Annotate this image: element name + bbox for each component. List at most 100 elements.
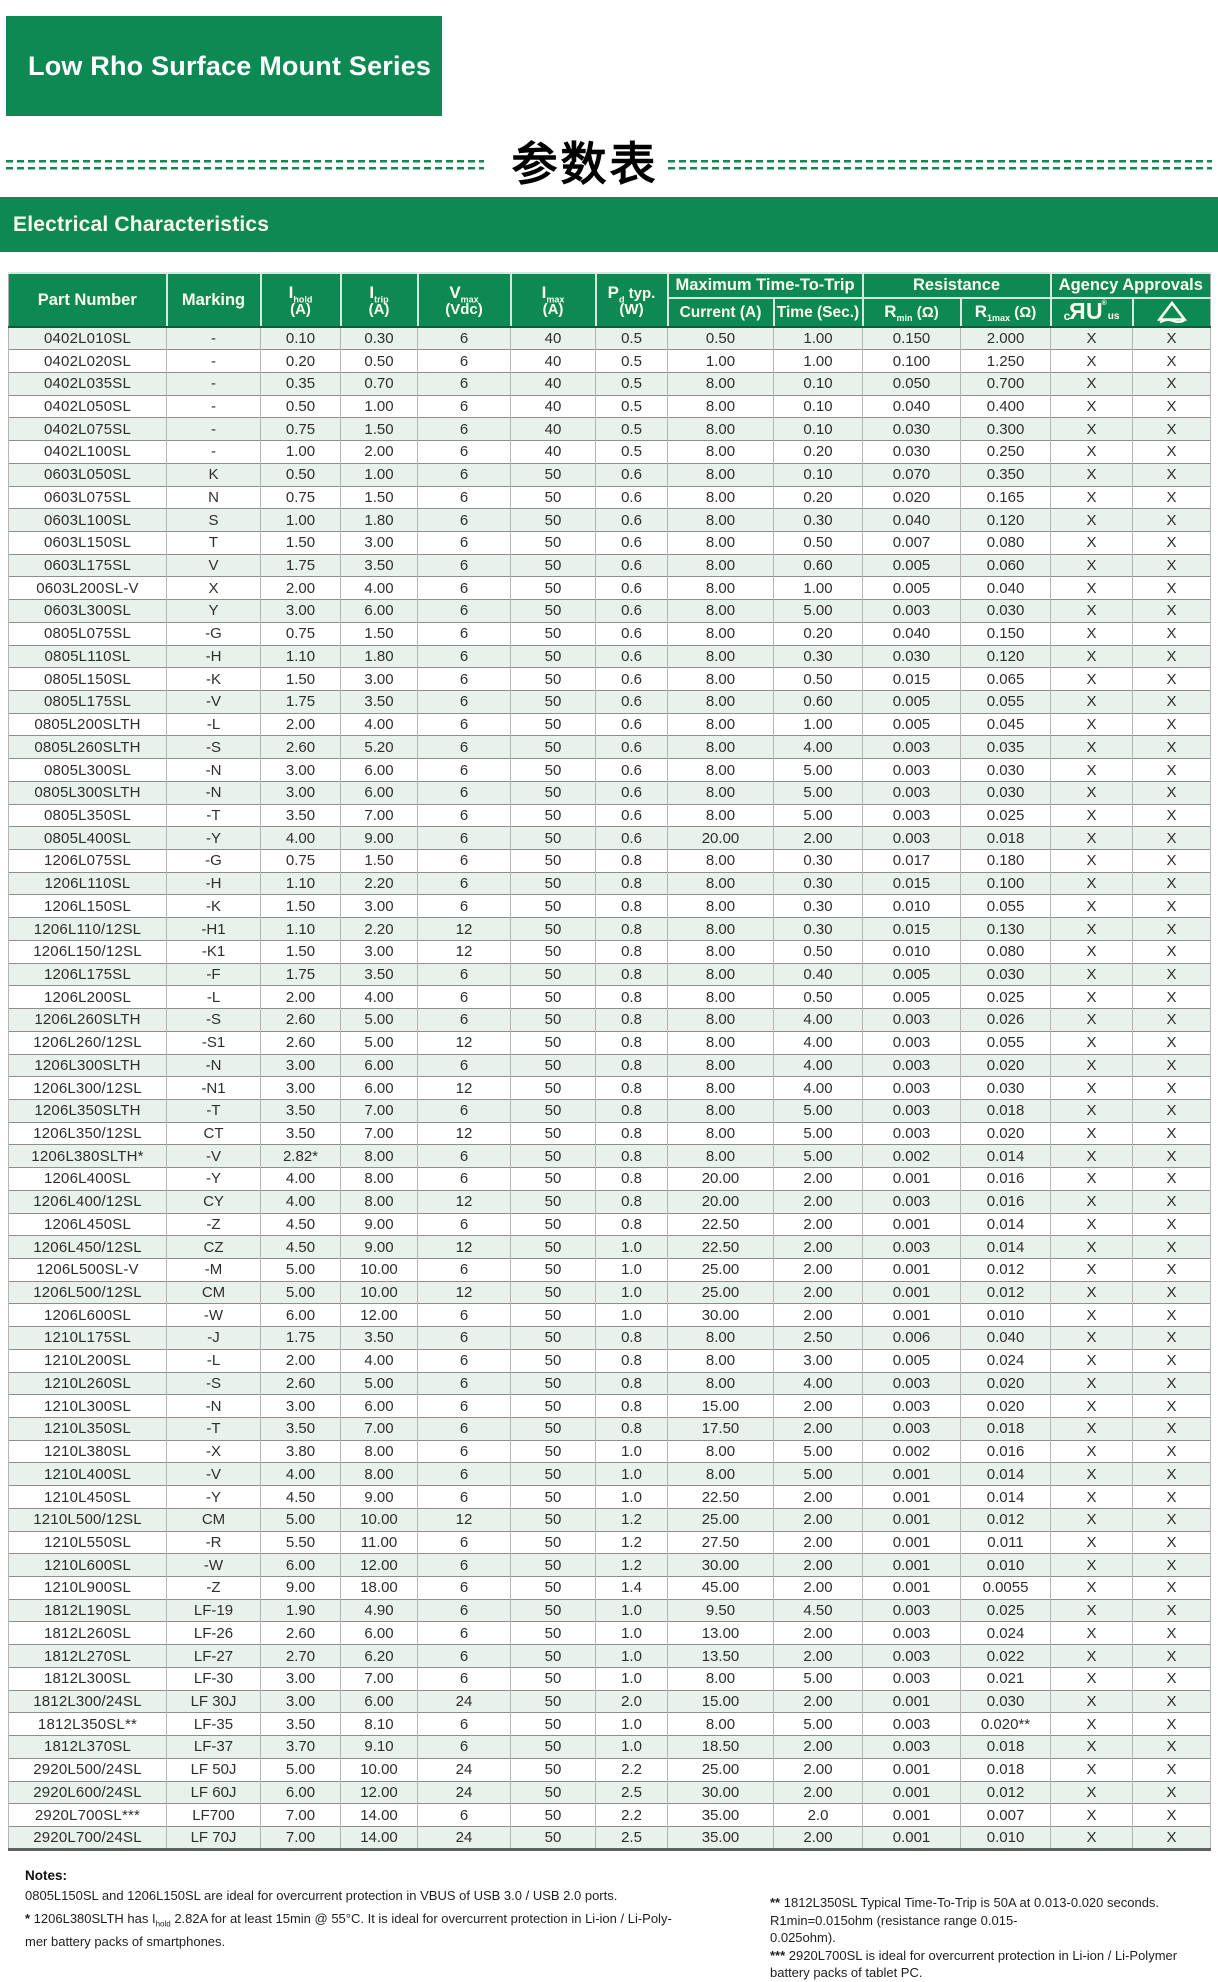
cell-part_number: 1206L350/12SL (8, 1121, 167, 1145)
cell-r_1max: 0.030 (960, 1689, 1052, 1713)
cell-trip_time: 0.20 (772, 621, 864, 646)
table-row: 1210L175SL -J 1.75 3.50 6 50 0.8 8.00 2.50 0.006 0… (8, 1326, 1212, 1350)
cell-triangle_approval: X (1132, 894, 1212, 918)
cell-r_1max: 0.100 (960, 871, 1052, 895)
cell-p_d_typ: 0.8 (595, 1053, 668, 1077)
cell-trip_current: 8.00 (667, 1008, 774, 1032)
cell-part_number: 1206L400SL (8, 1167, 167, 1191)
cell-p_d_typ: 0.6 (595, 690, 668, 714)
cell-i_max: 50 (510, 1803, 596, 1827)
cell-i_trip: 14.00 (340, 1825, 418, 1851)
cell-marking: -N (166, 758, 261, 782)
cell-triangle_approval: X (1132, 1485, 1212, 1509)
cell-i_trip: 9.00 (340, 1212, 418, 1236)
cell-i_max: 50 (510, 962, 596, 986)
cell-r_min: 0.003 (862, 1189, 962, 1214)
cell-part_number: 1206L110/12SL (8, 917, 167, 941)
cell-v_max: 6 (417, 962, 511, 986)
cell-r_min: 0.001 (862, 1462, 962, 1486)
cell-triangle_approval: X (1132, 1780, 1212, 1804)
cell-i_trip: 4.00 (340, 1348, 418, 1373)
cell-v_max: 6 (417, 1098, 511, 1123)
cell-trip_current: 15.00 (667, 1394, 774, 1418)
cell-i_hold: 0.50 (260, 394, 341, 418)
table-body: 0402L010SL -0.10 0.30 6 40 0.5 0.50 1.00 0.150 2.… (8, 326, 1212, 1851)
cell-trip_current: 35.00 (667, 1825, 774, 1851)
cell-triangle_approval: X (1132, 1053, 1212, 1077)
cell-i_trip: 1.50 (340, 417, 418, 441)
cell-i_hold: 2.60 (260, 1008, 341, 1032)
cell-i_hold: 3.00 (260, 1666, 341, 1691)
col-header-r-1max: R1max (Ω) (959, 297, 1052, 328)
cell-triangle_approval: X (1132, 1644, 1212, 1668)
cell-v_max: 6 (417, 462, 511, 487)
cell-marking: -T (166, 1417, 261, 1441)
cell-r_min: 0.003 (862, 1621, 962, 1645)
cell-i_max: 50 (510, 803, 596, 827)
cell-p_d_typ: 0.8 (595, 871, 668, 895)
triangle-certification-icon (1156, 300, 1187, 323)
table-row: 1206L400/12SL CY 4.00 8.00 12 50 0.8 20.00 2.00 0… (8, 1189, 1212, 1214)
cell-r_min: 0.001 (862, 1212, 962, 1236)
cell-part_number: 0805L400SL (8, 826, 167, 850)
cell-i_trip: 9.00 (340, 1485, 418, 1509)
cell-triangle_approval: X (1132, 985, 1212, 1009)
cell-marking: LF-30 (166, 1666, 261, 1691)
table-row: 0805L350SL -T 3.50 7.00 6 50 0.6 8.00 5.00 0.003 0… (8, 803, 1212, 827)
cell-trip_time: 5.00 (772, 1439, 864, 1463)
cell-r_min: 0.030 (862, 644, 962, 668)
cell-trip_current: 8.00 (667, 871, 774, 895)
cell-part_number: 0402L035SL (8, 371, 167, 396)
note-line: mer battery packs of smartphones. (25, 1934, 226, 1950)
table-row: 1206L075SL -G 0.75 1.50 6 50 0.8 8.00 0.30 0.017 0… (8, 849, 1212, 873)
cell-ul_approval: X (1050, 599, 1134, 623)
table-row: 1812L190SL LF-19 1.90 4.90 6 50 1.0 9.50 4.50 0.0… (8, 1598, 1212, 1622)
cell-trip_current: 8.00 (667, 553, 774, 577)
chinese-section-heading: 参数表 (511, 137, 659, 191)
cell-part_number: 1812L370SL (8, 1735, 167, 1759)
cell-p_d_typ: 0.5 (595, 371, 668, 396)
cell-p_d_typ: 0.8 (595, 1417, 668, 1441)
cell-r_min: 0.040 (862, 621, 962, 646)
cell-p_d_typ: 0.5 (595, 394, 668, 418)
table-row: 1206L300/12SL -N1 3.00 6.00 12 50 0.8 8.00 4.00 0… (8, 1076, 1212, 1100)
cell-triangle_approval: X (1132, 917, 1212, 941)
cell-i_max: 50 (510, 826, 596, 850)
notes-label: Notes: (25, 1868, 68, 1883)
cell-ul_approval: X (1050, 508, 1134, 532)
cell-trip_time: 1.00 (772, 712, 864, 736)
cell-r_min: 0.001 (862, 1167, 962, 1191)
cell-i_hold: 2.60 (260, 735, 341, 759)
cell-ul_approval: X (1050, 1053, 1134, 1077)
cell-i_trip: 4.00 (340, 576, 418, 600)
cell-v_max: 24 (417, 1825, 511, 1851)
cell-triangle_approval: X (1132, 508, 1212, 532)
cell-ul_approval: X (1050, 962, 1134, 986)
cell-triangle_approval: X (1132, 1621, 1212, 1645)
cell-r_1max: 0.130 (960, 917, 1052, 941)
cell-r_min: 0.003 (862, 780, 962, 805)
cell-i_max: 50 (510, 599, 596, 623)
cell-trip_current: 8.00 (667, 1348, 774, 1373)
cell-p_d_typ: 0.8 (595, 1371, 668, 1395)
cell-ul_approval: X (1050, 894, 1134, 918)
cell-r_min: 0.001 (862, 1757, 962, 1781)
cell-r_min: 0.003 (862, 1098, 962, 1123)
cell-trip_time: 5.00 (772, 1144, 864, 1168)
cell-r_1max: 0.014 (960, 1212, 1052, 1236)
cell-i_hold: 4.00 (260, 1167, 341, 1191)
cell-triangle_approval: X (1132, 1689, 1212, 1713)
cell-trip_time: 0.30 (772, 849, 864, 873)
cell-r_min: 0.006 (862, 1326, 962, 1350)
cell-v_max: 24 (417, 1757, 511, 1781)
cell-trip_current: 8.00 (667, 712, 774, 736)
cell-i_hold: 6.00 (260, 1553, 341, 1577)
table-row: 0805L400SL -Y 4.00 9.00 6 50 0.6 20.00 2.00 0.003… (8, 826, 1212, 850)
cell-trip_time: 0.20 (772, 485, 864, 509)
cell-r_min: 0.003 (862, 803, 962, 827)
cell-trip_current: 8.00 (667, 485, 774, 509)
cell-ul_approval: X (1050, 1212, 1134, 1236)
col-header-p-d-typ: Pd typ. (W) (594, 272, 669, 328)
cell-v_max: 6 (417, 1303, 511, 1327)
cell-marking: -X (166, 1439, 261, 1463)
